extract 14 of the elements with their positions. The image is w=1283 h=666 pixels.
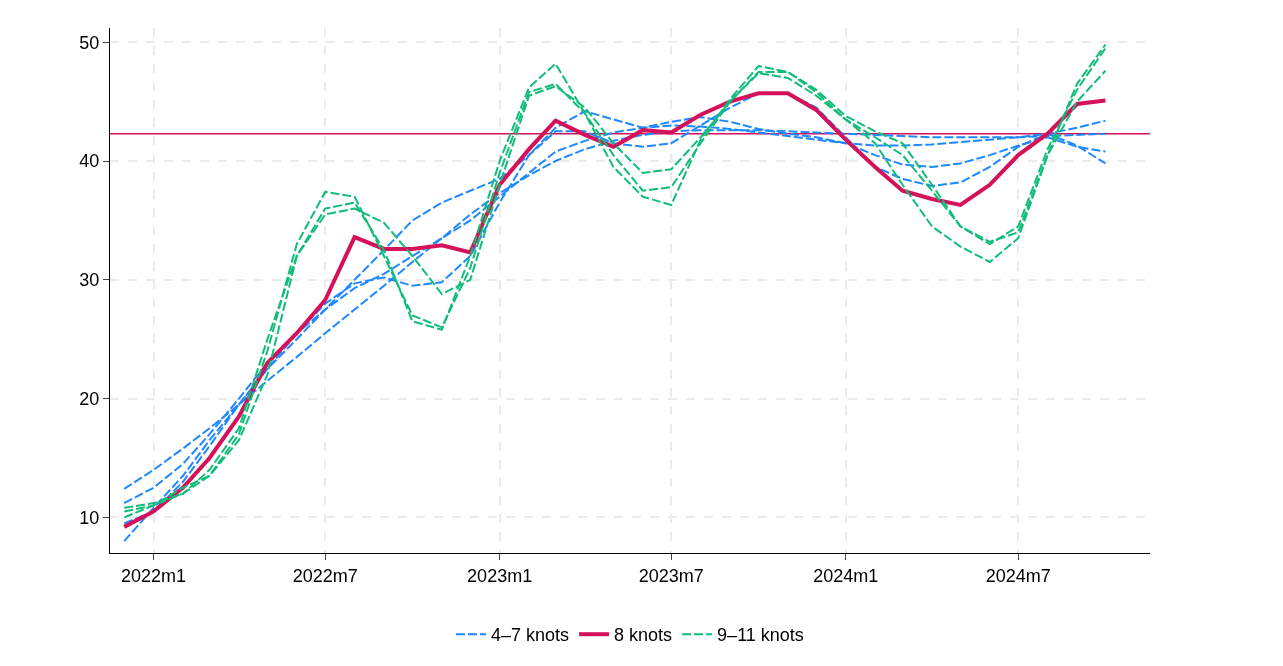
x-tick-label: 2023m7 xyxy=(638,565,704,586)
x-tick-label: 2022m1 xyxy=(121,565,187,586)
x-tick-label: 2022m7 xyxy=(292,565,358,586)
y-tick-label: 20 xyxy=(79,388,100,409)
legend-label: 9–11 knots xyxy=(717,625,804,646)
x-tick-label: 2024m7 xyxy=(985,565,1051,586)
y-tick-label: 10 xyxy=(79,507,100,528)
x-tick-label: 2023m1 xyxy=(467,565,533,586)
legend-label: 4–7 knots xyxy=(491,625,570,646)
y-tick-label: 40 xyxy=(79,151,100,172)
y-tick-label: 50 xyxy=(79,32,100,53)
y-tick-label: 30 xyxy=(79,270,100,291)
x-tick-label: 2024m1 xyxy=(813,565,879,586)
legend-label: 8 knots xyxy=(614,625,673,646)
